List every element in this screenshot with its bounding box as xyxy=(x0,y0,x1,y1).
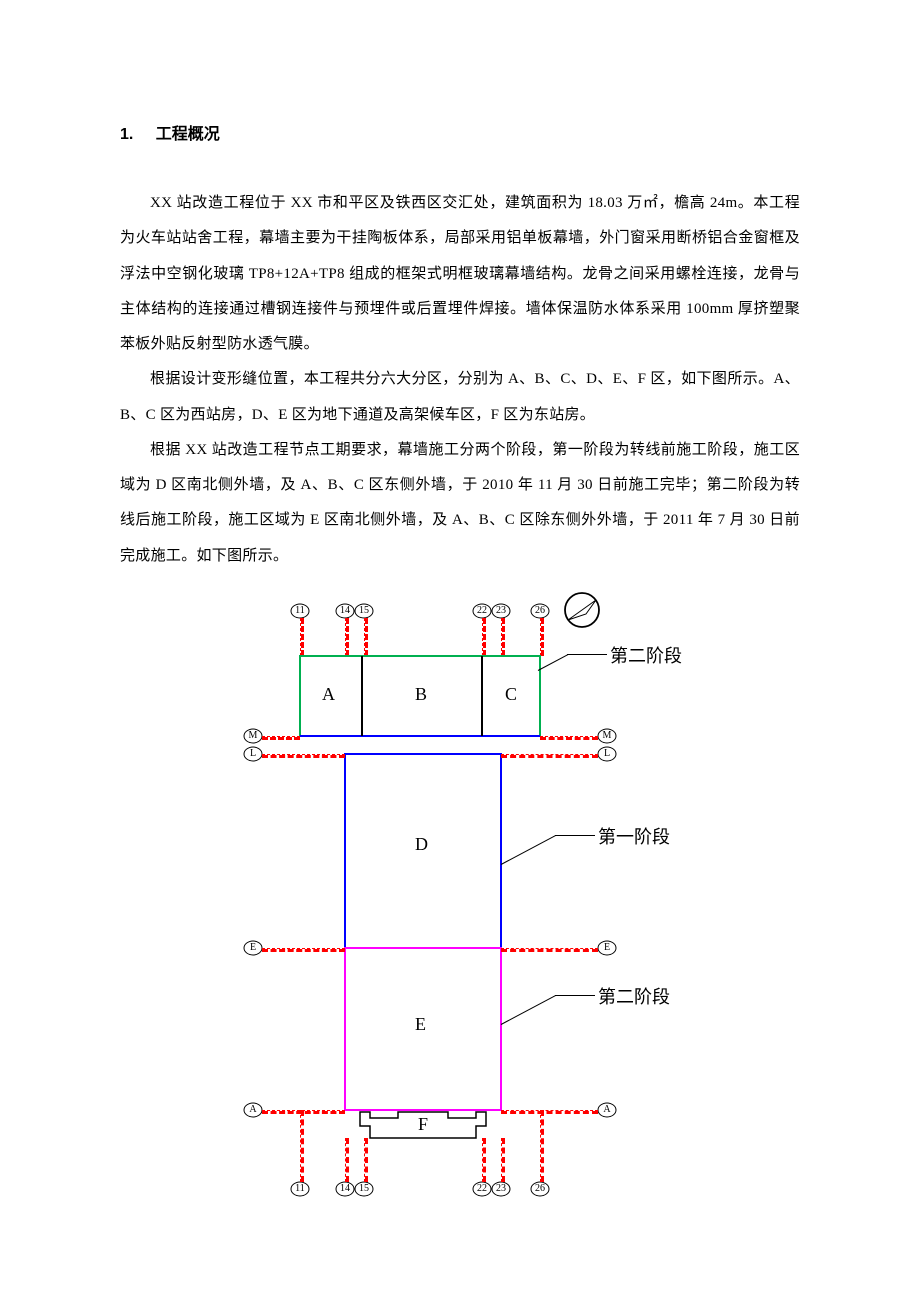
gridline-h-m-left xyxy=(262,736,300,740)
phase2-label-top: 第二阶段 xyxy=(610,642,682,668)
gridline-h-e-left xyxy=(262,948,345,952)
gridline-h-m-right xyxy=(540,736,598,740)
grid-letter-a-right: A xyxy=(598,1103,616,1117)
paragraph-1: XX 站改造工程位于 XX 市和平区及铁西区交汇处，建筑面积为 18.03 万㎡… xyxy=(120,186,800,362)
leader-phase1-h xyxy=(555,835,595,836)
gridline-v-11-bot xyxy=(300,1110,304,1182)
grid-letter-e-right: E xyxy=(598,941,616,955)
phase1-label: 第一阶段 xyxy=(598,823,670,849)
grid-letter-m-right: M xyxy=(598,729,616,743)
gridline-h-a-right xyxy=(501,1110,598,1114)
grid-number-22-bot: 22 xyxy=(473,1182,491,1196)
leader-phase2-bot-h xyxy=(555,995,595,996)
gridline-h-l-left xyxy=(262,754,345,758)
zone-diagram: 11 14 15 22 23 26 A B xyxy=(220,594,700,1214)
phase2-label-bot: 第二阶段 xyxy=(598,983,670,1009)
grid-number-23-bot: 23 xyxy=(492,1182,510,1196)
grid-letter-m-left: M xyxy=(244,729,262,743)
grid-number-14-bot: 14 xyxy=(336,1182,354,1196)
gridline-v-23-bot xyxy=(501,1138,505,1182)
gridline-v-15-bot xyxy=(364,1138,368,1182)
section-heading: 1. 工程概况 xyxy=(120,120,800,144)
grid-letter-l-right: L xyxy=(598,747,616,761)
section-number: 1. xyxy=(120,126,133,143)
zone-label-a: A xyxy=(322,684,335,705)
grid-number-11-bot: 11 xyxy=(291,1182,309,1196)
zone-label-e: E xyxy=(415,1014,426,1035)
section-title: 工程概况 xyxy=(156,126,220,143)
gridline-v-26-bot xyxy=(540,1110,544,1182)
zone-outlines xyxy=(220,594,700,1214)
paragraph-2: 根据设计变形缝位置，本工程共分六大分区，分别为 A、B、C、D、E、F 区，如下… xyxy=(120,362,800,433)
zone-label-f: F xyxy=(418,1114,428,1135)
gridline-v-22-bot xyxy=(482,1138,486,1182)
grid-number-15-bot: 15 xyxy=(355,1182,373,1196)
grid-letter-l-left: L xyxy=(244,747,262,761)
grid-letter-a-left: A xyxy=(244,1103,262,1117)
gridline-h-l-right xyxy=(501,754,598,758)
zone-label-d: D xyxy=(415,834,428,855)
zone-diagram-container: 11 14 15 22 23 26 A B xyxy=(120,594,800,1214)
zone-label-c: C xyxy=(505,684,517,705)
gridline-v-14-bot xyxy=(345,1138,349,1182)
gridline-h-e-right xyxy=(501,948,598,952)
grid-letter-e-left: E xyxy=(244,941,262,955)
leader-phase2-top-h xyxy=(567,654,607,655)
grid-number-26-bot: 26 xyxy=(531,1182,549,1196)
paragraph-3: 根据 XX 站改造工程节点工期要求，幕墙施工分两个阶段，第一阶段为转线前施工阶段… xyxy=(120,433,800,574)
zone-label-b: B xyxy=(415,684,427,705)
